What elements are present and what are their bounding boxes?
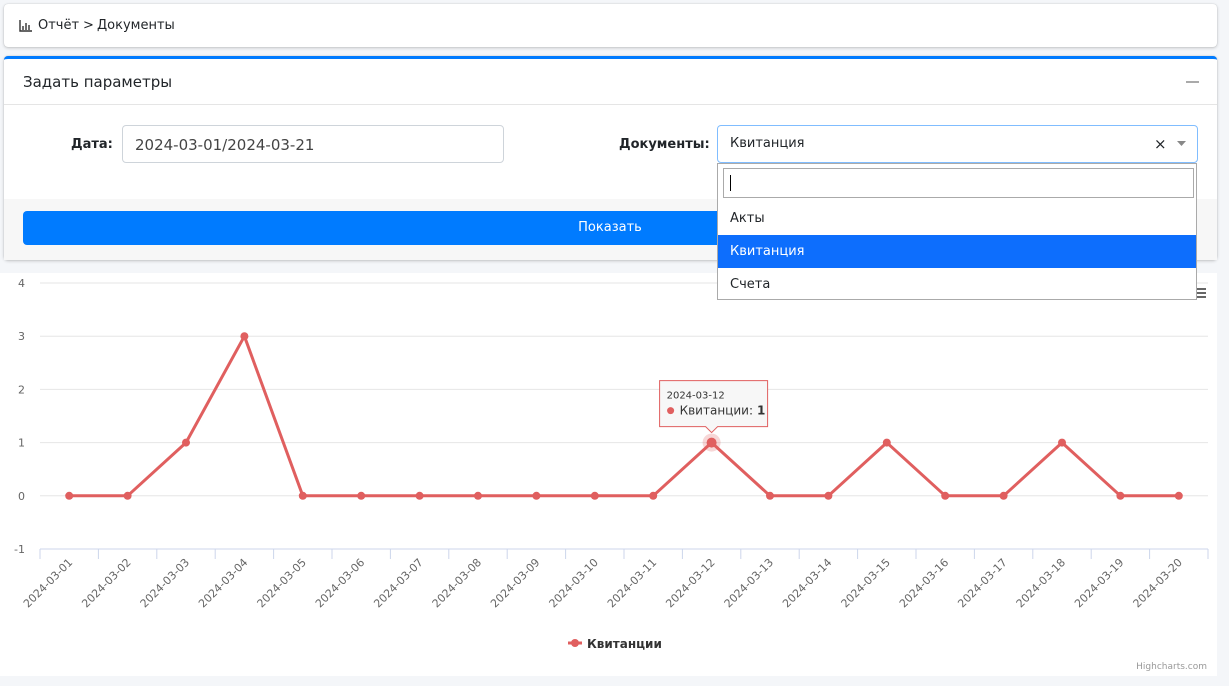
x-tick-label: 2024-03-17 bbox=[955, 556, 1009, 610]
x-tick-label: 2024-03-08 bbox=[430, 556, 484, 610]
point bbox=[65, 491, 74, 500]
tooltip-marker bbox=[667, 407, 675, 415]
chart-container: -1 0 1 2 3 4 2024-03-01 2024-03-02 2024-03-03 202… bbox=[0, 273, 1217, 676]
x-tick-label: 2024-03-01 bbox=[21, 556, 75, 610]
x-tick-label: 2024-03-05 bbox=[255, 556, 309, 610]
x-tick-label: 2024-03-13 bbox=[722, 556, 776, 610]
point bbox=[1058, 438, 1066, 447]
point bbox=[590, 491, 599, 500]
x-tick-label: 2024-03-20 bbox=[1131, 556, 1185, 610]
x-tick-label: 2024-03-18 bbox=[1014, 556, 1068, 610]
dropdown-arrow[interactable] bbox=[1177, 141, 1187, 147]
point bbox=[766, 491, 774, 500]
y-tick-label: 3 bbox=[18, 330, 25, 343]
x-tick-label: 2024-03-19 bbox=[1072, 556, 1126, 610]
y-tick-label: 4 bbox=[18, 277, 25, 290]
point bbox=[298, 491, 307, 500]
point bbox=[1174, 491, 1183, 500]
dropdown-option[interactable]: Квитанция bbox=[718, 235, 1196, 268]
point bbox=[474, 491, 482, 500]
y-tick-label: 0 bbox=[18, 490, 25, 503]
breadcrumb-separator: > bbox=[83, 18, 94, 33]
dropdown: Акты Квитанция Счета bbox=[717, 163, 1197, 300]
legend-marker bbox=[571, 639, 579, 647]
point bbox=[824, 491, 833, 500]
point bbox=[999, 491, 1008, 500]
collapse-button[interactable] bbox=[1186, 81, 1199, 83]
credits: Highcharts.com bbox=[1136, 662, 1207, 672]
x-tick-label: 2024-03-07 bbox=[371, 556, 425, 610]
breadcrumb: Отчёт > Документы bbox=[4, 4, 1217, 47]
y-tick-label: -1 bbox=[14, 543, 25, 556]
clear-button[interactable]: × bbox=[1154, 135, 1167, 153]
y-tick-label: 2 bbox=[18, 383, 25, 396]
dropdown-option[interactable]: Акты bbox=[730, 211, 765, 226]
x-tick-label: 2024-03-14 bbox=[780, 556, 834, 610]
breadcrumb-item[interactable]: Отчёт bbox=[38, 18, 80, 33]
documents-select[interactable]: Квитанция × bbox=[717, 125, 1198, 163]
point bbox=[357, 491, 366, 500]
y-tick-label: 1 bbox=[18, 437, 25, 450]
legend-label[interactable]: Квитанции bbox=[587, 637, 662, 651]
panel-title: Задать параметры bbox=[23, 73, 173, 91]
tooltip-text: Квитанции: 1 bbox=[680, 404, 766, 418]
date-label: Дата: bbox=[71, 137, 113, 152]
tooltip-series: Квитанции: bbox=[680, 404, 753, 418]
x-tick-label: 2024-03-15 bbox=[839, 556, 893, 610]
x-tick-label: 2024-03-11 bbox=[605, 556, 659, 610]
tooltip-value: 1 bbox=[757, 404, 765, 418]
point bbox=[240, 332, 249, 341]
x-tick-label: 2024-03-04 bbox=[196, 556, 250, 610]
x-tick-label: 2024-03-12 bbox=[663, 556, 717, 610]
series-line bbox=[69, 334, 1179, 498]
x-tick-label: 2024-03-06 bbox=[313, 556, 367, 610]
point bbox=[532, 491, 541, 500]
panel-header: Задать параметры bbox=[4, 59, 1217, 105]
menu-button[interactable] bbox=[1196, 288, 1206, 298]
point bbox=[882, 438, 891, 447]
documents-label: Документы: bbox=[619, 137, 710, 152]
selected-value: Квитанция bbox=[730, 136, 805, 151]
x-tick-label: 2024-03-16 bbox=[897, 556, 951, 610]
tooltip-box bbox=[659, 380, 769, 434]
tooltip-header: 2024-03-12 bbox=[667, 391, 725, 402]
point bbox=[1116, 491, 1125, 500]
tooltip: 2024-03-12 Квитанции: 1 bbox=[659, 380, 769, 434]
point bbox=[941, 491, 950, 500]
x-tick-label: 2024-03-02 bbox=[79, 556, 133, 610]
point bbox=[415, 491, 424, 500]
point bbox=[123, 491, 132, 500]
x-tick-label: 2024-03-03 bbox=[138, 556, 192, 610]
point bbox=[649, 491, 658, 500]
caret bbox=[730, 175, 731, 191]
x-tick-label: 2024-03-09 bbox=[488, 556, 542, 610]
chart-icon bbox=[19, 20, 32, 32]
x-tick-label: 2024-03-10 bbox=[547, 556, 601, 610]
breadcrumb-item: Документы bbox=[97, 18, 175, 33]
dropdown-option[interactable]: Счета bbox=[730, 277, 771, 292]
date-input[interactable]: 2024-03-01/2024-03-21 bbox=[122, 125, 504, 163]
point bbox=[182, 438, 190, 447]
point bbox=[706, 437, 717, 448]
search-input[interactable] bbox=[723, 168, 1194, 198]
